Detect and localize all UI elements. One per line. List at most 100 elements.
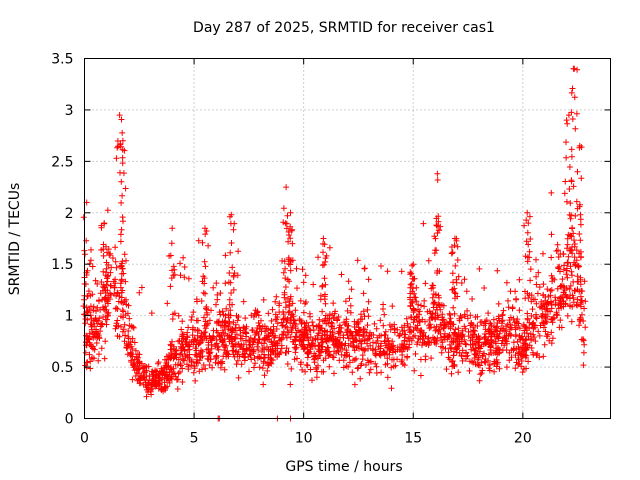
data-point (574, 168, 581, 175)
data-point (299, 266, 306, 273)
data-point (96, 335, 103, 342)
data-point (180, 254, 187, 261)
data-point (254, 339, 261, 346)
data-point (191, 363, 198, 370)
data-point (295, 327, 302, 334)
data-point (560, 250, 567, 257)
data-point (448, 370, 455, 377)
data-point (272, 298, 279, 305)
data-point (129, 376, 136, 383)
y-tick-label: 3.5 (51, 52, 73, 68)
data-point (98, 345, 105, 352)
data-point (229, 264, 236, 271)
data-point (217, 290, 224, 297)
data-point (195, 237, 202, 244)
data-point (477, 345, 484, 352)
data-point (102, 338, 109, 345)
data-point (130, 324, 137, 331)
data-point (374, 334, 381, 341)
data-point (567, 282, 574, 289)
data-point (488, 322, 495, 329)
data-point (579, 297, 585, 304)
data-point (282, 265, 289, 272)
data-point (251, 364, 257, 371)
data-point (508, 354, 515, 361)
data-point (178, 333, 185, 340)
data-point (318, 368, 325, 375)
data-point (182, 353, 189, 360)
data-point (158, 387, 165, 393)
data-point (429, 282, 436, 289)
data-point (413, 284, 420, 291)
data-point (404, 320, 411, 327)
data-point (568, 109, 575, 116)
data-point (567, 263, 574, 270)
data-point (123, 257, 129, 264)
data-point (316, 322, 323, 329)
data-point (299, 319, 305, 326)
data-point (171, 354, 178, 361)
data-point (443, 366, 450, 373)
data-point (521, 222, 528, 229)
data-point (405, 344, 412, 351)
data-point (461, 276, 468, 283)
data-point (399, 348, 405, 355)
data-point (283, 317, 290, 324)
data-point (298, 328, 305, 335)
data-point (357, 362, 364, 369)
data-point (503, 364, 510, 371)
data-point (371, 320, 378, 327)
data-point (206, 317, 213, 324)
data-point (454, 293, 461, 300)
data-point (474, 323, 481, 329)
data-point (432, 291, 439, 298)
data-point (492, 347, 499, 354)
data-point (541, 341, 548, 348)
data-point (454, 243, 461, 250)
data-point (193, 351, 200, 358)
data-point (555, 254, 562, 260)
data-point (565, 259, 571, 266)
data-point (404, 353, 411, 360)
data-point (567, 200, 574, 207)
data-point (298, 359, 304, 366)
data-point (434, 222, 441, 229)
data-point (206, 362, 213, 368)
data-point (228, 290, 235, 296)
data-point (525, 358, 532, 365)
data-point (322, 281, 329, 288)
data-point (564, 241, 571, 248)
data-point (428, 355, 435, 362)
data-point (292, 323, 299, 330)
data-point (559, 276, 566, 283)
y-tick-label: 2 (65, 206, 74, 222)
data-point (315, 324, 322, 331)
data-point (544, 286, 551, 293)
data-point (392, 348, 399, 355)
data-point (418, 327, 425, 334)
data-point (220, 353, 227, 360)
data-point (571, 254, 578, 261)
data-point (103, 316, 110, 323)
data-point (495, 300, 502, 307)
data-point (343, 347, 350, 354)
data-point (424, 308, 431, 315)
data-point (202, 263, 209, 270)
data-point (361, 337, 368, 344)
data-point (571, 241, 578, 247)
data-point (564, 120, 571, 127)
x-tick-label: 15 (404, 431, 422, 447)
x-tick-label: 10 (295, 431, 313, 447)
data-point (221, 324, 228, 330)
data-point (491, 328, 498, 335)
y-tick-label: 3 (65, 103, 74, 119)
data-point (481, 358, 488, 365)
data-point (524, 344, 531, 351)
data-point (415, 317, 422, 324)
plot-frame (84, 58, 611, 419)
data-point (355, 343, 362, 349)
data-point (510, 347, 517, 354)
data-point (324, 315, 331, 322)
data-point (259, 348, 265, 355)
data-point (336, 357, 343, 364)
